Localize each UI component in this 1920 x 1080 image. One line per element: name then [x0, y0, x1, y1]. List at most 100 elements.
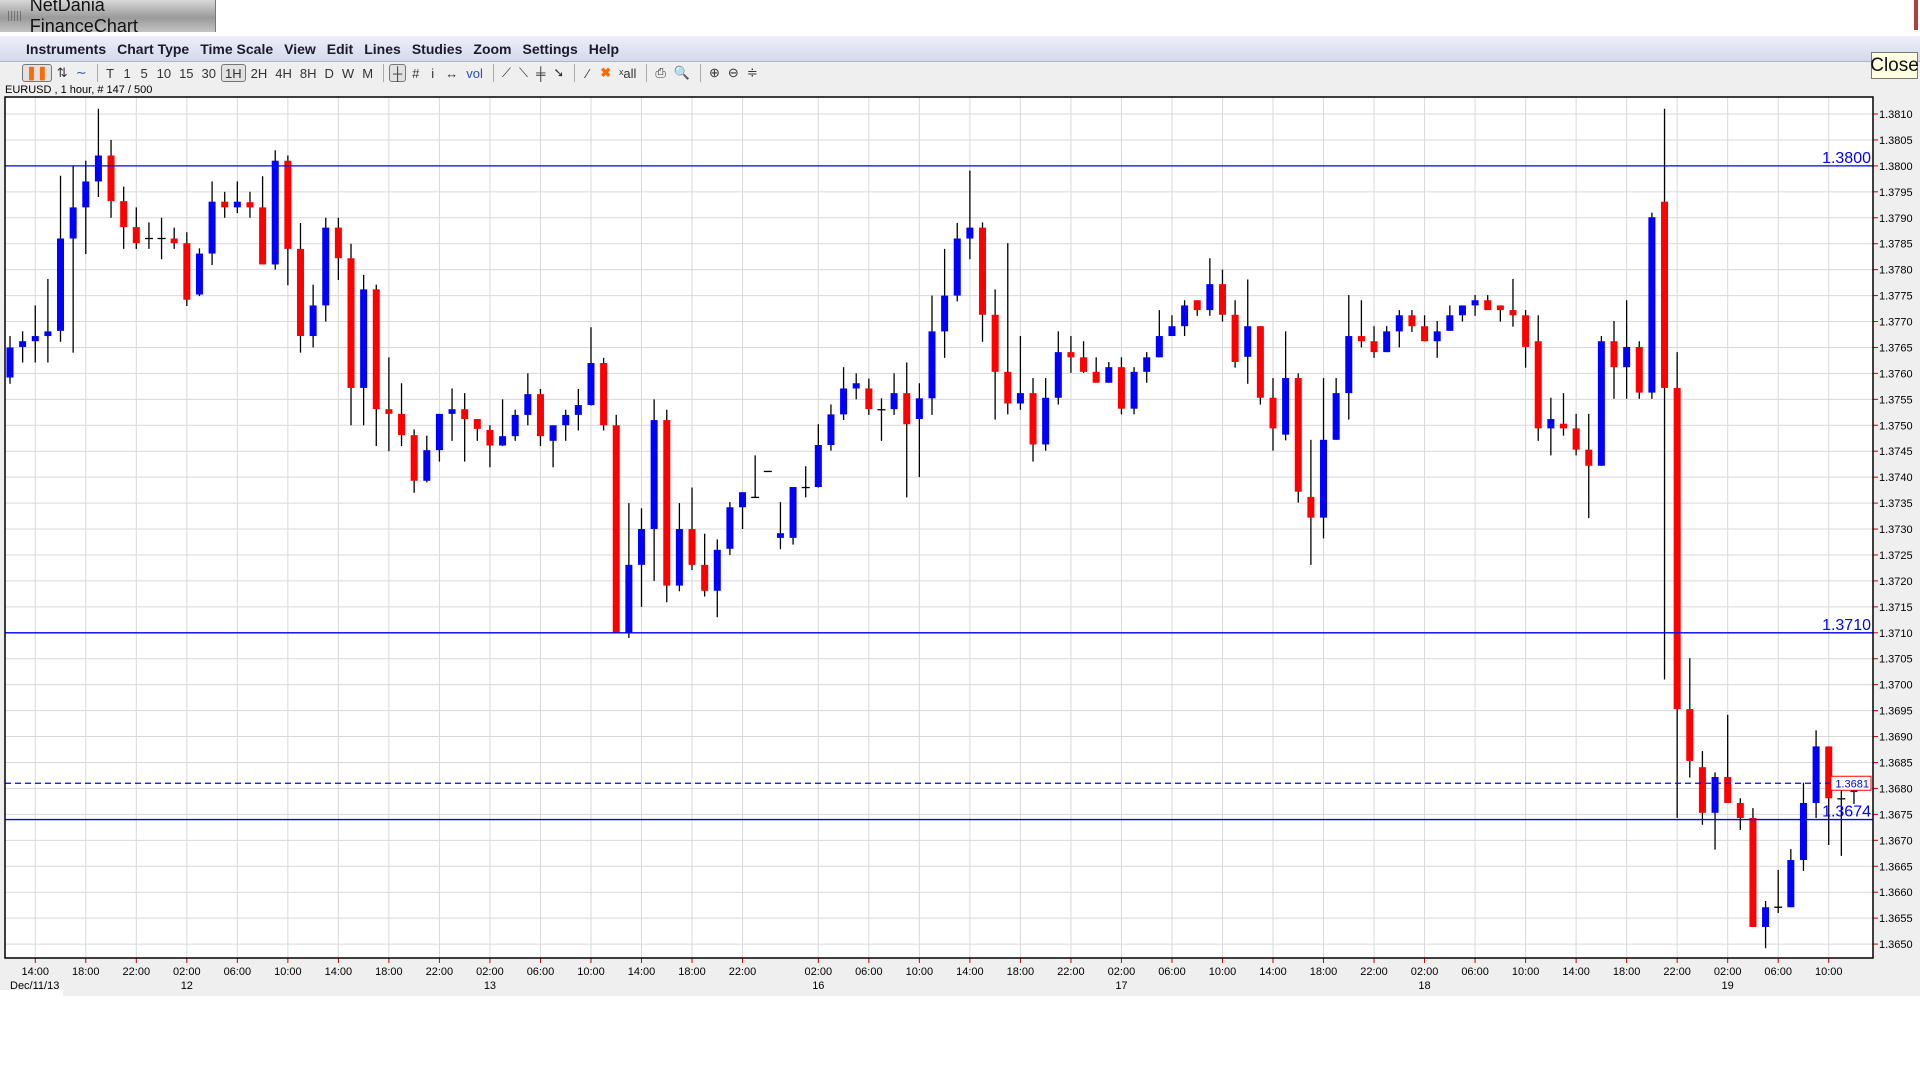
candle-body-down[interactable] [1635, 346, 1643, 393]
candle-body-up[interactable] [360, 289, 368, 388]
candle-body-up[interactable] [1016, 393, 1024, 404]
candle-body-up[interactable] [435, 413, 443, 451]
candle-body-down[interactable] [410, 435, 418, 481]
candle-body-up[interactable] [1471, 300, 1479, 306]
bar-chart-button[interactable]: ⇅ [56, 65, 68, 80]
candle-body-down[interactable] [1067, 352, 1075, 358]
candle-body-up[interactable] [1433, 331, 1441, 342]
candle-body-up[interactable] [6, 347, 14, 378]
candle-body-down[interactable] [1736, 802, 1744, 819]
candle-body-up[interactable] [625, 564, 633, 633]
timescale-15-button[interactable]: 15 [179, 65, 194, 81]
crosshair-button[interactable]: ┼ [389, 64, 407, 82]
candle-body-up[interactable] [1155, 336, 1163, 358]
ray-button[interactable]: ⟍ [518, 65, 529, 80]
candle-body-up[interactable] [1597, 341, 1605, 466]
scroll-button[interactable]: ↔ [445, 65, 459, 81]
candle-body-up[interactable] [1168, 326, 1176, 337]
candle-body-down[interactable] [296, 248, 304, 337]
candle-body-down[interactable] [1231, 314, 1239, 362]
candle-body-up[interactable] [1395, 315, 1403, 332]
candle-body-down[interactable] [398, 413, 406, 436]
candle-body-down[interactable] [663, 420, 671, 586]
candle-body-up[interactable] [739, 492, 747, 508]
candle-body-down[interactable] [1294, 378, 1302, 492]
candle-body-down[interactable] [259, 207, 267, 265]
candle-body-up[interactable] [309, 305, 317, 337]
candle-body-down[interactable] [1509, 310, 1517, 316]
candle-body-down[interactable] [1269, 397, 1277, 429]
candle-body-down[interactable] [1559, 423, 1567, 429]
candle-body-up[interactable] [1143, 357, 1151, 372]
candle-body-up[interactable] [1345, 336, 1353, 394]
candle-body-up[interactable] [675, 529, 683, 586]
candle-body-down[interactable] [120, 201, 128, 228]
candle-body-down[interactable] [1357, 336, 1365, 342]
candle-body-down[interactable] [1484, 300, 1492, 311]
draw-line-button[interactable]: ⁄ [586, 65, 589, 81]
candle-body-down[interactable] [1092, 371, 1100, 383]
candle-body-up[interactable] [1812, 746, 1820, 803]
timescale-1h-button[interactable]: 1H [221, 64, 246, 82]
candle-body-up[interactable] [1042, 397, 1050, 445]
candle-body-up[interactable] [44, 331, 52, 337]
candle-body-down[interactable] [865, 388, 873, 410]
timescale-5-button[interactable]: 5 [140, 65, 148, 81]
candle-body-up[interactable] [31, 336, 39, 342]
candle-body-up[interactable] [208, 201, 216, 254]
candle-body-down[interactable] [334, 227, 342, 259]
candle-body-down[interactable] [132, 227, 140, 244]
candle-body-down[interactable] [612, 425, 620, 633]
candle-body-down[interactable] [1749, 818, 1757, 927]
candle-body-down[interactable] [473, 419, 481, 429]
candle-body-up[interactable] [1244, 326, 1252, 357]
candle-body-down[interactable] [221, 201, 229, 208]
zoom-out-button[interactable]: ⊖ [727, 65, 739, 80]
candle-body-up[interactable] [1787, 860, 1795, 908]
candle-body-down[interactable] [536, 394, 544, 437]
candle-body-down[interactable] [372, 289, 380, 410]
candle-body-up[interactable] [713, 549, 721, 591]
candle-body-down[interactable] [1673, 387, 1681, 710]
timescale-w-button[interactable]: W [341, 65, 355, 81]
timescale-tick-button[interactable]: T [106, 65, 115, 81]
candle-body-down[interactable] [1724, 777, 1732, 803]
candle-body-down[interactable] [1698, 767, 1706, 813]
candle-body-up[interactable] [1711, 777, 1719, 813]
candle-body-up[interactable] [827, 414, 835, 445]
candle-body-up[interactable] [82, 181, 90, 208]
delete-button[interactable]: ✖ [600, 65, 612, 80]
timescale-d-button[interactable]: D [324, 65, 334, 81]
candle-body-down[interactable] [1522, 315, 1530, 347]
candle-body-down[interactable] [385, 409, 393, 414]
candle-body-down[interactable] [1572, 428, 1580, 450]
candle-body-down[interactable] [600, 363, 608, 426]
trendline-button[interactable]: ⟋ [501, 65, 511, 80]
print-preview-button[interactable]: 🔍 [673, 65, 690, 80]
candle-body-down[interactable] [1534, 341, 1542, 429]
volume-button[interactable]: vol [466, 65, 483, 81]
timescale-m-button[interactable]: M [362, 65, 374, 81]
timescale-8h-button[interactable]: 8H [299, 65, 317, 81]
candle-body-up[interactable] [423, 450, 431, 481]
line-chart-button[interactable]: ∼ [75, 65, 87, 80]
candle-body-up[interactable] [69, 207, 77, 239]
candle-body-up[interactable] [574, 405, 582, 415]
candle-body-up[interactable] [638, 529, 645, 565]
candle-body-up[interactable] [1332, 393, 1340, 440]
candle-body-up[interactable] [814, 444, 822, 488]
candle-body-up[interactable] [1799, 802, 1807, 861]
candle-body-up[interactable] [852, 383, 860, 389]
fit-button[interactable]: ≑ [746, 65, 758, 80]
candle-body-down[interactable] [1661, 201, 1669, 388]
candle-body-up[interactable] [322, 227, 330, 306]
candle-body-up[interactable] [1648, 217, 1656, 393]
timescale-4h-button[interactable]: 4H [275, 65, 292, 81]
timescale-10-button[interactable]: 10 [156, 65, 172, 81]
candle-body-down[interactable] [1825, 746, 1833, 799]
candle-body-up[interactable] [966, 227, 974, 239]
candle-body-up[interactable] [726, 507, 734, 549]
candle-body-up[interactable] [1458, 305, 1466, 316]
candle-body-down[interactable] [1080, 357, 1088, 372]
candle-body-up[interactable] [19, 341, 27, 347]
